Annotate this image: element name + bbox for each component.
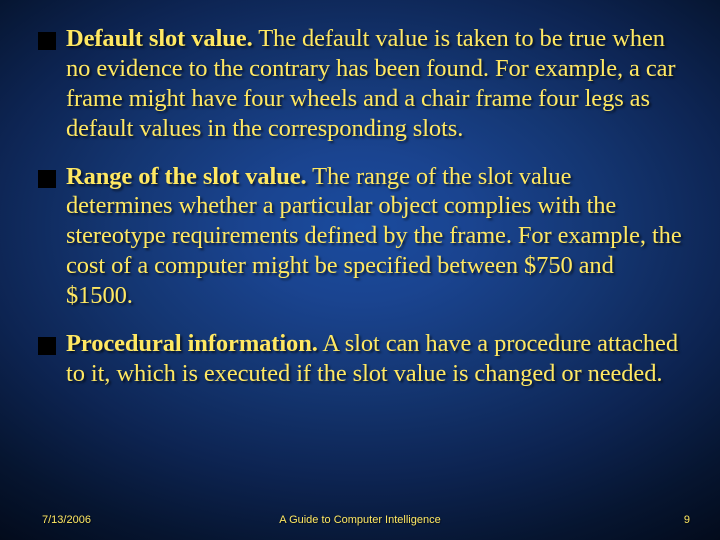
item-bold-lead: Range of the slot value.	[66, 163, 307, 190]
list-item: Default slot value. The default value is…	[38, 24, 682, 144]
list-item: Procedural information. A slot can have …	[38, 329, 682, 389]
square-bullet-icon	[38, 32, 56, 50]
list-item: Range of the slot value. The range of th…	[38, 162, 682, 311]
item-text: Procedural information. A slot can have …	[66, 329, 682, 389]
footer-date: 7/13/2006	[42, 514, 91, 526]
item-bold-lead: Default slot value.	[66, 25, 253, 52]
item-text: Default slot value. The default value is…	[66, 24, 682, 144]
square-bullet-icon	[38, 337, 56, 355]
slide-content: Default slot value. The default value is…	[0, 0, 720, 389]
footer-page-number: 9	[684, 514, 690, 526]
item-bold-lead: Procedural information.	[66, 330, 318, 357]
footer-title: A Guide to Computer Intelligence	[279, 514, 440, 526]
square-bullet-icon	[38, 170, 56, 188]
slide-footer: 7/13/2006 A Guide to Computer Intelligen…	[0, 514, 720, 526]
item-text: Range of the slot value. The range of th…	[66, 162, 682, 311]
